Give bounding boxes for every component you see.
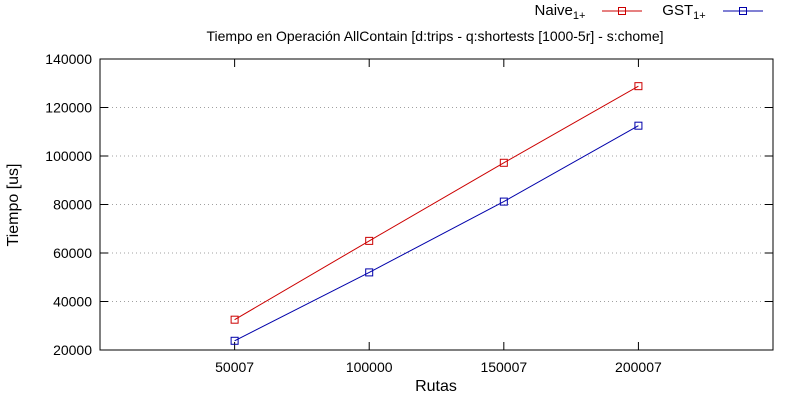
x-tick-label: 150007 [480, 359, 527, 375]
x-tick-label: 200007 [615, 359, 662, 375]
data-point-gst [365, 268, 374, 277]
legend-label-naive: Naive1+ [535, 2, 586, 22]
series-line-gst [234, 125, 639, 342]
legend-label-gst: GST1+ [662, 2, 705, 22]
data-point-gst [230, 336, 239, 345]
legend-marker-gst [739, 7, 747, 15]
legend-subscript: 1+ [693, 10, 706, 22]
y-tick-label: 40000 [53, 294, 92, 310]
data-point-naive [230, 315, 239, 324]
data-point-naive [499, 158, 508, 167]
data-point-naive [634, 82, 643, 91]
legend: Naive1+ GST1+ [535, 2, 763, 22]
y-tick-label: 80000 [53, 197, 92, 213]
y-axis-label: Tiempo [us] [5, 164, 22, 247]
y-tick-label: 60000 [53, 245, 92, 261]
y-tick-label: 20000 [53, 342, 92, 358]
x-axis-label: Rutas [415, 378, 457, 395]
grid-lines [100, 107, 773, 302]
legend-marker-naive [618, 7, 626, 15]
legend-subscript: 1+ [573, 10, 586, 22]
data-point-gst [634, 121, 643, 130]
y-tick-label: 140000 [45, 51, 92, 67]
legend-name: GST [662, 2, 693, 19]
series-layer [230, 82, 643, 345]
chart-title: Tiempo en Operación AllContain [d:trips … [206, 28, 663, 44]
axis-ticks: 20000 40000 60000 80000 100000 120000 140000 50… [45, 51, 773, 375]
data-point-naive [365, 236, 374, 245]
x-tick-label: 50007 [215, 359, 254, 375]
data-point-gst [499, 197, 508, 206]
x-tick-label: 100000 [346, 359, 393, 375]
legend-name: Naive [535, 2, 573, 19]
y-tick-label: 120000 [45, 100, 92, 116]
series-line-naive [234, 85, 639, 321]
y-tick-label: 100000 [45, 148, 92, 164]
